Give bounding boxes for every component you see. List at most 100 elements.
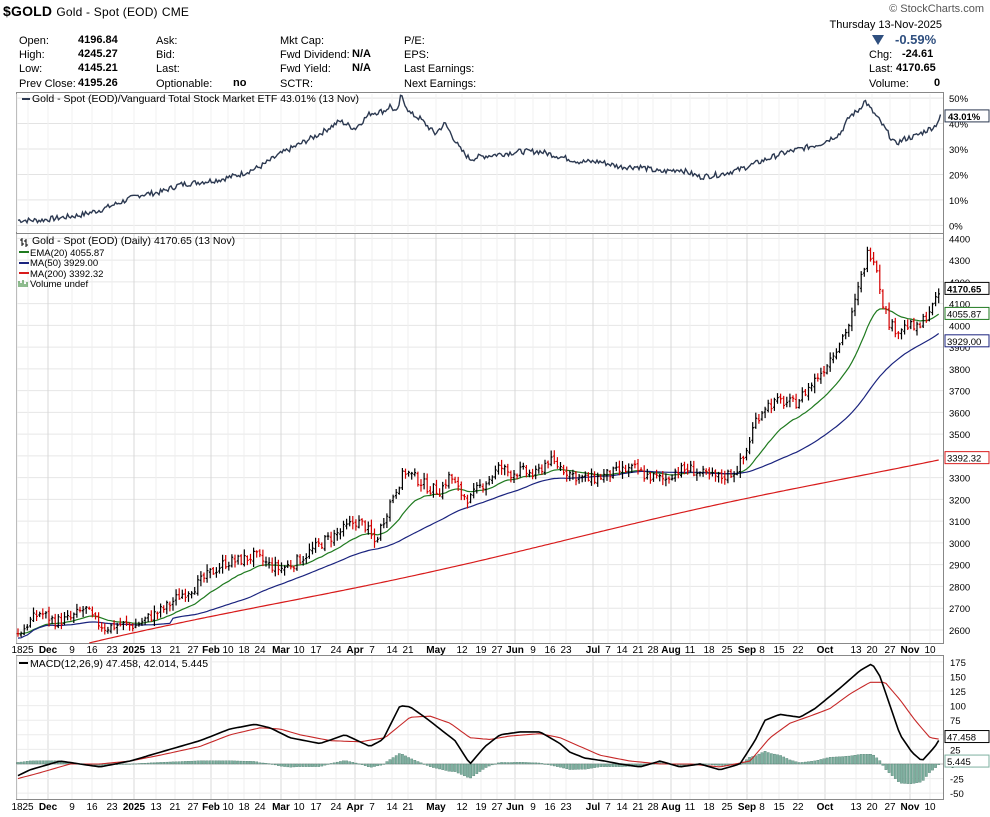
ohlc-bar [184, 588, 187, 602]
macd-histogram-bar [559, 763, 562, 768]
macd-hist-value-box [944, 754, 990, 768]
ohlc-bar [100, 622, 103, 632]
macd-histogram-bar [292, 763, 296, 768]
ohlc-bar [227, 561, 231, 571]
macd-histogram-bar [915, 763, 919, 783]
quote-date: Thursday 13-Nov-2025 [829, 19, 942, 31]
ohlc-bar [822, 365, 826, 377]
macd-histogram-bar [900, 763, 903, 784]
price-y-tick: 3500 [949, 430, 970, 441]
ohlc-bar [410, 471, 413, 480]
macd-histogram-bar [323, 763, 327, 766]
macd-histogram-bar [853, 755, 857, 765]
macd-x-tick: 13 [850, 802, 862, 813]
macd-histogram-bar [25, 761, 29, 765]
macd-histogram-bar [490, 763, 494, 766]
exchange: CME [161, 5, 190, 19]
macd-x-tick: 10 [924, 802, 936, 813]
macd-histogram-bar [884, 763, 888, 770]
macd-x-tick: 16 [544, 802, 556, 813]
ohlc-bar [698, 471, 702, 477]
ohlc-bar [484, 481, 488, 496]
ohlc-bar [221, 554, 224, 574]
ohlc-bar [881, 289, 885, 310]
ohlc-bar [429, 486, 432, 495]
ohlc-bar [351, 515, 355, 530]
macd-histogram-bar [800, 762, 804, 765]
relative-y-tick: 0% [949, 221, 963, 232]
ohlc-bar [249, 553, 252, 564]
ohlc-bar [813, 373, 816, 394]
price-y-tick: 3900 [949, 343, 970, 354]
ohlc-bar [785, 396, 789, 408]
macd-x-tick: 9 [530, 802, 536, 813]
ohlc-bar [357, 515, 361, 529]
ohlc-bar [704, 468, 708, 475]
macd-histogram-bar [543, 763, 547, 765]
macd-histogram-bar [283, 763, 286, 767]
ohlc-bar [587, 472, 590, 482]
ohlc-bar [246, 555, 249, 566]
ohlc-bar [742, 455, 745, 465]
quote-label: Low: [19, 63, 43, 75]
macd-histogram-bar [518, 762, 522, 765]
macd-histogram-bar [844, 756, 848, 765]
ohlc-bar [835, 348, 838, 360]
quote-label: Fwd Dividend: [280, 49, 350, 61]
price-x-tick: 14 [616, 645, 628, 656]
price-y-tick: 3800 [949, 365, 970, 376]
ohlc-bar [847, 323, 851, 337]
brand-watermark: © StockCharts.com [889, 3, 984, 15]
ohlc-bar [60, 612, 63, 630]
ohlc-bar [233, 554, 237, 568]
macd-y-tick: 100 [950, 702, 966, 713]
ohlc-bar [624, 464, 627, 473]
macd-histogram-bar [878, 760, 882, 765]
ma50-value-box [944, 334, 990, 348]
macd-histogram-bar [441, 763, 445, 770]
price-x-tick: 11 [685, 645, 696, 656]
ma200-value: 3392.32 [947, 454, 981, 465]
macd-histogram-bar [363, 763, 367, 766]
ohlc-bar [94, 612, 97, 620]
relative-y-tick: 30% [949, 145, 969, 156]
ohlc-bar [174, 589, 178, 606]
ohlc-bar [289, 560, 293, 570]
macd-histogram-bar [221, 760, 224, 765]
ohlc-bar [608, 470, 612, 482]
ohlc-bar [512, 470, 516, 484]
macd-histogram-bar [317, 763, 321, 767]
macd-histogram-bar [447, 763, 451, 772]
ohlc-bar [215, 567, 218, 578]
ohlc-bar [466, 494, 469, 509]
ohlc-bar [689, 460, 692, 473]
macd-histogram-bar [277, 763, 280, 766]
ohlc-bar [869, 247, 872, 262]
price-x-tick: 13 [850, 645, 862, 656]
price-last-value: 4170.65 [947, 284, 982, 295]
ohlc-bar [205, 564, 209, 583]
macd-histogram-bar [856, 754, 860, 765]
macd-histogram-bar [261, 762, 265, 765]
macd-histogram-bar [875, 757, 879, 765]
macd-histogram-bar [782, 756, 786, 765]
macd-histogram-bar [230, 760, 234, 765]
macd-histogram-bar [339, 761, 342, 765]
ohlc-bar [680, 462, 683, 478]
price-x-tick: 10 [924, 645, 936, 656]
relative-last-value: 43.01% [948, 112, 981, 123]
ohlc-bar [29, 616, 32, 628]
macd-histogram-bar [822, 758, 826, 765]
macd-x-tick: 12 [456, 802, 468, 813]
ohlc-bar [723, 470, 727, 485]
ohlc-bar [506, 463, 510, 477]
ohlc-bar [621, 461, 624, 479]
price-y-tick: 4000 [949, 321, 970, 332]
macd-histogram-bar [252, 761, 255, 765]
macd-histogram-bar [227, 760, 231, 765]
macd-histogram-bar [422, 763, 426, 765]
ohlc-bar [537, 463, 541, 474]
ohlc-bar [134, 618, 138, 629]
ohlc-bar [317, 538, 320, 548]
price-x-tick: 13 [150, 645, 162, 656]
